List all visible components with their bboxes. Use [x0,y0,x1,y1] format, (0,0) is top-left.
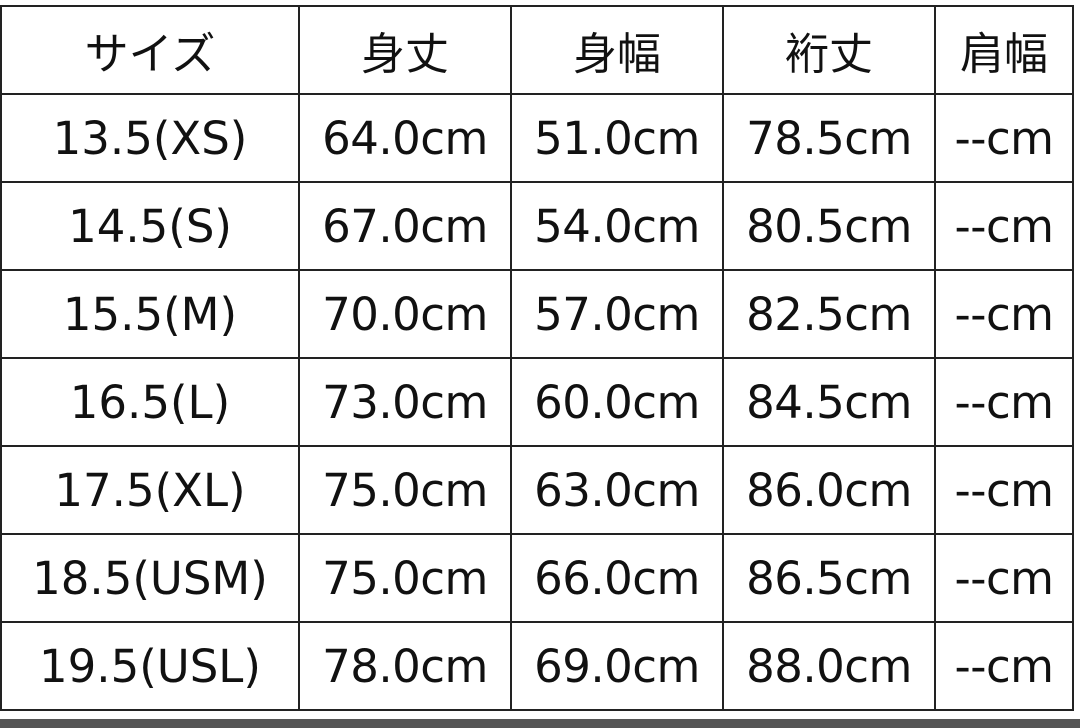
cell-shoulder: --cm [934,181,1074,271]
header-size: サイズ [0,5,300,95]
cell-width: 63.0cm [510,445,724,535]
cell-sleeve: 78.5cm [722,93,936,183]
header-shoulder: 肩幅 [934,5,1074,95]
cell-shoulder: --cm [934,357,1074,447]
table-row: 18.5(USM) 75.0cm 66.0cm 86.5cm --cm [0,533,1074,623]
cell-shoulder: --cm [934,269,1074,359]
cell-length: 64.0cm [298,93,512,183]
cell-size: 17.5(XL) [0,445,300,535]
bottom-border-bar [0,719,1080,728]
cell-length: 67.0cm [298,181,512,271]
cell-width: 57.0cm [510,269,724,359]
cell-length: 70.0cm [298,269,512,359]
header-width: 身幅 [510,5,724,95]
cell-shoulder: --cm [934,533,1074,623]
table-row: 16.5(L) 73.0cm 60.0cm 84.5cm --cm [0,357,1074,447]
cell-size: 16.5(L) [0,357,300,447]
header-row: サイズ 身丈 身幅 裄丈 肩幅 [0,5,1074,95]
cell-width: 54.0cm [510,181,724,271]
cell-size: 15.5(M) [0,269,300,359]
cell-length: 75.0cm [298,445,512,535]
table-row: 15.5(M) 70.0cm 57.0cm 82.5cm --cm [0,269,1074,359]
header-length: 身丈 [298,5,512,95]
cell-size: 19.5(USL) [0,621,300,711]
cell-sleeve: 84.5cm [722,357,936,447]
cell-sleeve: 80.5cm [722,181,936,271]
cell-shoulder: --cm [934,621,1074,711]
cell-sleeve: 82.5cm [722,269,936,359]
cell-sleeve: 86.5cm [722,533,936,623]
cell-shoulder: --cm [934,445,1074,535]
cell-width: 66.0cm [510,533,724,623]
table-row: 13.5(XS) 64.0cm 51.0cm 78.5cm --cm [0,93,1074,183]
cell-width: 60.0cm [510,357,724,447]
cell-size: 14.5(S) [0,181,300,271]
cell-length: 73.0cm [298,357,512,447]
cell-length: 78.0cm [298,621,512,711]
table-row: 19.5(USL) 78.0cm 69.0cm 88.0cm --cm [0,621,1074,711]
cell-sleeve: 88.0cm [722,621,936,711]
cell-length: 75.0cm [298,533,512,623]
size-chart-table: サイズ 身丈 身幅 裄丈 肩幅 13.5(XS) 64.0cm 51.0cm 78.5… [0,5,1074,711]
cell-width: 69.0cm [510,621,724,711]
cell-sleeve: 86.0cm [722,445,936,535]
cell-shoulder: --cm [934,93,1074,183]
table-row: 14.5(S) 67.0cm 54.0cm 80.5cm --cm [0,181,1074,271]
cell-width: 51.0cm [510,93,724,183]
table-row: 17.5(XL) 75.0cm 63.0cm 86.0cm --cm [0,445,1074,535]
header-sleeve: 裄丈 [722,5,936,95]
cell-size: 13.5(XS) [0,93,300,183]
cell-size: 18.5(USM) [0,533,300,623]
